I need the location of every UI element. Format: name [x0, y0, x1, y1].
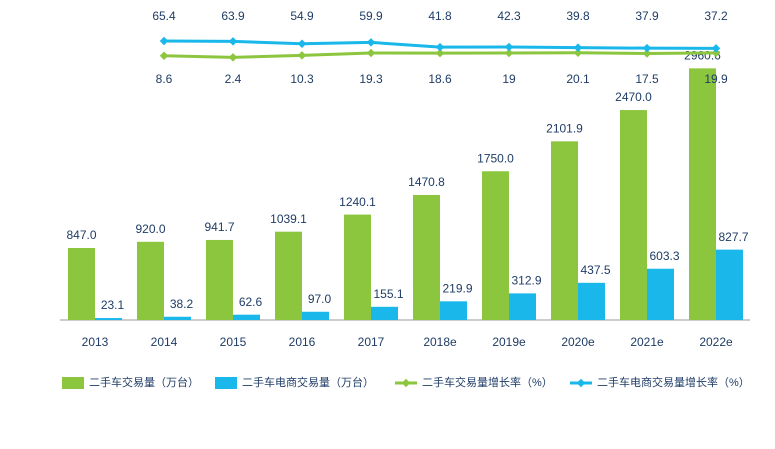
- x-tick-label: 2016: [289, 335, 316, 349]
- bar: [482, 171, 509, 320]
- bar: [275, 231, 302, 320]
- line-marker: [504, 48, 514, 58]
- value-label: 2.4: [225, 72, 242, 86]
- line-marker: [159, 51, 169, 61]
- line-marker: [297, 51, 307, 60]
- value-label: 19.3: [359, 72, 383, 86]
- legend-swatch: [401, 378, 411, 388]
- line-marker: [228, 37, 238, 46]
- line-marker: [642, 43, 652, 53]
- line-marker: [504, 42, 514, 52]
- line-marker: [159, 36, 169, 46]
- line-marker: [366, 48, 376, 58]
- value-label: 18.6: [428, 72, 452, 86]
- x-tick-label: 2013: [82, 335, 109, 349]
- value-label: 37.9: [635, 9, 659, 23]
- legend-label: 二手车电商交易量（万台）: [242, 375, 374, 389]
- bar: [509, 293, 536, 320]
- bar: [68, 248, 95, 320]
- value-label: 17.5: [635, 72, 659, 86]
- value-label: 2470.0: [615, 90, 652, 104]
- value-label: 941.7: [204, 220, 234, 234]
- value-label: 39.8: [566, 9, 590, 23]
- bar: [95, 318, 122, 320]
- line-marker: [573, 43, 583, 52]
- bar: [551, 141, 578, 320]
- value-label: 63.9: [221, 9, 245, 23]
- x-tick-label: 2018e: [423, 335, 457, 349]
- value-label: 437.5: [580, 263, 610, 277]
- bar: [302, 311, 329, 320]
- value-label: 62.6: [239, 295, 263, 309]
- value-label: 219.9: [442, 281, 472, 295]
- legend-swatch: [576, 378, 586, 388]
- legend-label: 二手车交易量增长率（%）: [422, 375, 553, 389]
- x-tick-label: 2015: [220, 335, 247, 349]
- bar: [344, 214, 371, 320]
- value-label: 312.9: [511, 274, 541, 288]
- x-tick-label: 2014: [151, 335, 178, 349]
- value-label: 42.3: [497, 9, 521, 23]
- value-label: 920.0: [135, 222, 165, 236]
- bar: [164, 316, 191, 320]
- legend-label: 二手车交易量（万台）: [89, 375, 199, 389]
- legend-label: 二手车电商交易量增长率（%）: [597, 375, 750, 389]
- legend-swatch: [62, 377, 84, 389]
- value-label: 41.8: [428, 9, 452, 23]
- value-label: 8.6: [156, 72, 173, 86]
- value-label: 2101.9: [546, 122, 583, 136]
- legend-swatch: [215, 377, 237, 389]
- value-label: 59.9: [359, 9, 383, 23]
- value-label: 54.9: [290, 9, 314, 23]
- value-label: 1039.1: [270, 212, 307, 226]
- line-marker: [228, 53, 238, 62]
- value-label: 1470.8: [408, 175, 445, 189]
- bar: [440, 301, 467, 320]
- value-label: 97.0: [308, 292, 332, 306]
- line-marker: [435, 48, 445, 58]
- x-tick-label: 2020e: [561, 335, 595, 349]
- x-tick-label: 2021e: [630, 335, 664, 349]
- value-label: 23.1: [101, 298, 125, 312]
- bar: [371, 306, 398, 320]
- value-label: 37.2: [704, 9, 728, 23]
- x-tick-label: 2019e: [492, 335, 526, 349]
- bar: [413, 194, 440, 320]
- value-label: 1750.0: [477, 151, 514, 165]
- bar: [233, 314, 260, 320]
- value-label: 20.1: [566, 72, 590, 86]
- x-tick-label: 2017: [358, 335, 385, 349]
- bar: [689, 68, 716, 320]
- line-marker: [435, 42, 445, 52]
- value-label: 827.7: [718, 230, 748, 244]
- bar: [578, 282, 605, 320]
- value-label: 19: [502, 72, 516, 86]
- value-label: 10.3: [290, 72, 314, 86]
- line-marker: [297, 39, 307, 48]
- bar: [620, 110, 647, 320]
- value-label: 603.3: [649, 249, 679, 263]
- value-label: 38.2: [170, 297, 194, 311]
- bar: [206, 239, 233, 320]
- value-label: 65.4: [152, 9, 176, 23]
- value-label: 847.0: [66, 228, 96, 242]
- value-label: 155.1: [373, 287, 403, 301]
- bar: [137, 241, 164, 320]
- bar: [716, 249, 743, 320]
- x-tick-label: 2022e: [699, 335, 733, 349]
- bar: [647, 268, 674, 320]
- value-label: 19.9: [704, 72, 728, 86]
- value-label: 1240.1: [339, 195, 376, 209]
- line-marker: [366, 38, 376, 47]
